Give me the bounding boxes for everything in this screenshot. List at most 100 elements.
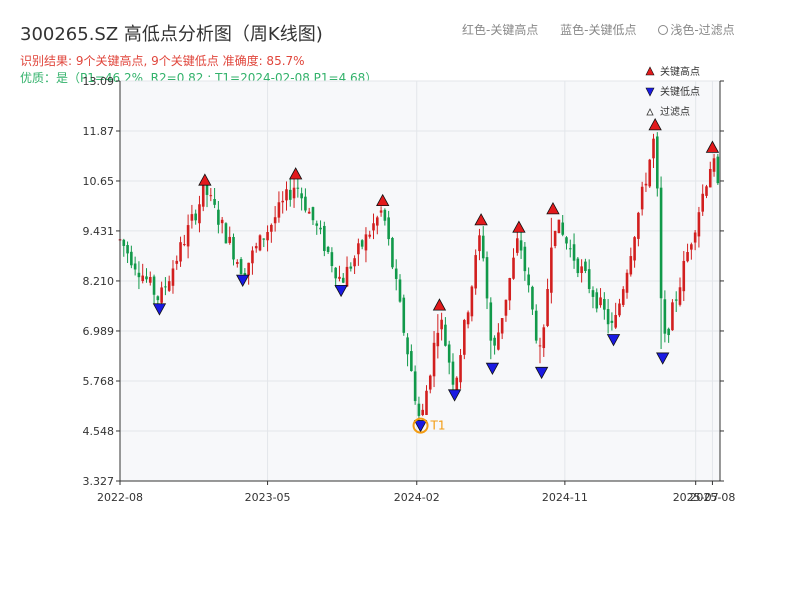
candle-body: [459, 355, 462, 383]
candle: [478, 228, 481, 261]
candle: [428, 374, 432, 394]
candle: [254, 242, 258, 253]
candle-body: [697, 212, 701, 237]
candle-body: [288, 189, 292, 200]
candle-body: [315, 223, 319, 226]
candle-body: [141, 275, 145, 282]
candle: [621, 286, 625, 307]
x-tick-label: 2024-02: [394, 491, 440, 504]
candle: [379, 206, 383, 217]
result-summary: 识别结果: 9个关键高点, 9个关键低点 准确度: 85.7%: [20, 54, 305, 68]
candle-body: [175, 260, 179, 264]
key-low-marker: [485, 362, 500, 376]
candle-body: [504, 299, 508, 316]
candle-body: [387, 217, 390, 240]
candle-body: [584, 261, 587, 271]
candle-body: [701, 193, 705, 212]
candle-body: [167, 281, 171, 291]
candle: [587, 259, 591, 294]
legend-filtered-label: 过滤点: [660, 105, 690, 118]
candle: [640, 181, 644, 216]
candle-body: [440, 319, 443, 330]
candle-body: [179, 242, 182, 262]
y-tick-label: 6.989: [83, 325, 115, 338]
candle: [152, 274, 156, 305]
candle: [220, 216, 224, 234]
candle-body: [413, 371, 417, 402]
annotation-label: T1: [430, 419, 446, 433]
candle-body: [470, 286, 474, 317]
candle: [387, 210, 390, 246]
candle: [357, 238, 360, 266]
legend-low-icon: [645, 87, 655, 97]
candle-body: [217, 209, 220, 225]
candle-body: [428, 375, 432, 390]
candle-body: [285, 189, 288, 201]
candle-body: [466, 312, 470, 325]
candle: [334, 267, 337, 288]
candle: [481, 226, 485, 262]
candle: [372, 213, 375, 240]
candle-body: [183, 244, 186, 246]
candle-body: [311, 207, 315, 221]
candle: [686, 243, 689, 263]
candle: [693, 230, 697, 251]
candle: [421, 403, 425, 417]
candle-body: [497, 332, 500, 350]
candle-body: [421, 409, 425, 416]
candle: [338, 265, 341, 282]
candle: [701, 184, 705, 216]
candle: [466, 310, 470, 329]
candle: [674, 291, 678, 312]
legend-filtered-icon: [646, 108, 654, 116]
candle-body: [417, 403, 421, 416]
candle-body: [338, 276, 341, 279]
candle: [205, 182, 209, 208]
candle-body: [550, 247, 553, 293]
candle: [690, 242, 693, 260]
candle: [375, 215, 379, 235]
candle: [224, 222, 228, 244]
x-tick-label: 2023-05: [245, 491, 291, 504]
candle: [171, 260, 175, 294]
candle-body: [640, 186, 644, 210]
legend-red-text: 红色-关键高点: [462, 23, 539, 37]
candle-body: [693, 232, 697, 243]
candle-body: [391, 237, 394, 268]
candle-body: [239, 259, 243, 275]
candle-body: [375, 217, 379, 226]
candle-body: [463, 320, 466, 355]
candle-body: [531, 286, 534, 310]
candle-body: [655, 136, 659, 189]
grid-layer: [119, 80, 720, 482]
key-high-marker: [705, 140, 720, 153]
candle: [682, 251, 686, 302]
candle: [671, 299, 674, 331]
candle-body: [379, 210, 383, 213]
candle-body: [368, 234, 372, 237]
candle: [145, 268, 148, 283]
candle: [406, 333, 409, 367]
candle: [228, 226, 232, 245]
y-tick-label: 3.327: [83, 475, 115, 488]
candle: [273, 206, 277, 232]
candle-body: [357, 243, 360, 255]
candle: [326, 245, 330, 254]
y-tick-label: 9.431: [83, 225, 115, 238]
y-tick-label: 13.09: [83, 75, 115, 88]
candle-body: [334, 267, 337, 279]
candle-body: [353, 258, 356, 267]
candle-body: [644, 183, 648, 186]
y-tick-label: 11.87: [83, 125, 115, 138]
candle: [637, 211, 640, 247]
candle-body: [243, 273, 247, 276]
key-low-marker: [413, 420, 428, 433]
candle-body: [599, 297, 602, 306]
candle: [239, 257, 243, 275]
y-tick-label: 5.768: [83, 375, 115, 388]
candle-body: [629, 256, 633, 275]
legend-high-label: 关键高点: [660, 65, 700, 78]
candle: [531, 285, 534, 315]
candle: [470, 285, 474, 322]
